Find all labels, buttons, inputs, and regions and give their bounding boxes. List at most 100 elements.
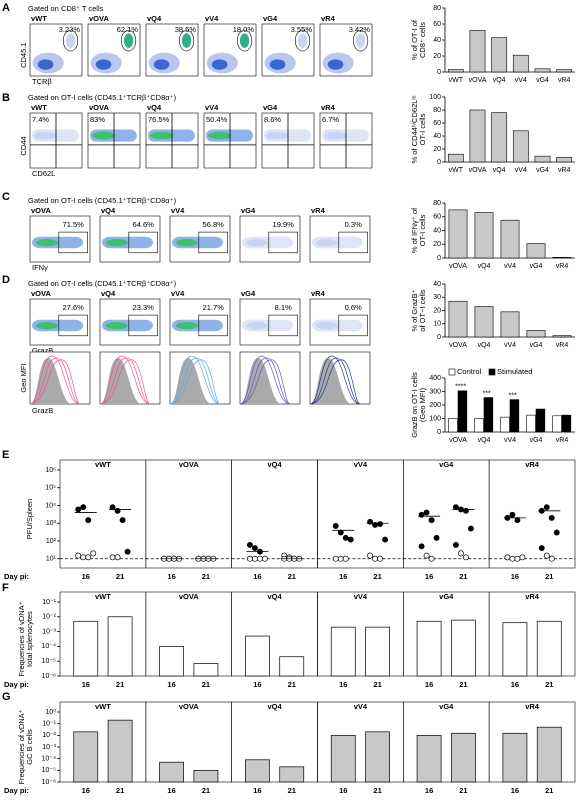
sample-label: vG4 bbox=[241, 206, 256, 215]
bar bbox=[159, 761, 184, 783]
y-axis-title: PFU/Spleen bbox=[25, 499, 34, 539]
gate-percent: 23.3% bbox=[133, 303, 155, 312]
gate bbox=[58, 231, 88, 254]
x-tick-label: 21 bbox=[116, 786, 124, 795]
panel-frame bbox=[403, 591, 490, 677]
cell-cloud bbox=[269, 59, 286, 70]
sample-label: vR4 bbox=[311, 206, 326, 215]
histogram-line bbox=[99, 359, 151, 405]
y-axis-title: % of OT-I of bbox=[410, 19, 419, 60]
y-tick-label: 300 bbox=[429, 388, 441, 395]
panel-title: vWT bbox=[95, 702, 111, 711]
x-tick-label: vOVA bbox=[449, 263, 467, 270]
gate bbox=[178, 29, 195, 52]
cell-cloud bbox=[95, 59, 112, 70]
panel-title: vG4 bbox=[439, 460, 454, 469]
bar bbox=[534, 68, 551, 73]
y-tick-label: 10⁻³ bbox=[42, 628, 56, 635]
data-point bbox=[80, 504, 87, 511]
legend-label: Stimulated bbox=[497, 367, 532, 376]
cell-cloud bbox=[316, 322, 338, 330]
y-tick-label: 60 bbox=[433, 120, 441, 127]
y-axis-title: % of IFNγ⁺ of bbox=[410, 207, 419, 253]
y-axis-title: Frequencies of vDNA⁺ bbox=[17, 601, 26, 676]
y-tick-label: 40 bbox=[433, 133, 441, 140]
x-axis-label: CD62L bbox=[32, 169, 55, 178]
data-point bbox=[423, 552, 430, 559]
x-tick-label: vR4 bbox=[558, 167, 571, 174]
cell-cloud bbox=[245, 322, 268, 330]
histogram-fill bbox=[240, 358, 282, 404]
panel-title: vOVA bbox=[179, 592, 199, 601]
bar bbox=[536, 620, 562, 677]
y-axis-title: CD8⁺ cells bbox=[418, 22, 427, 58]
y-axis-title: % of CD44ʰⁱCD62Lˡᵒ bbox=[410, 95, 419, 163]
x-axis-label: TCRβ bbox=[32, 77, 52, 86]
y-axis-label: Geo MFI bbox=[19, 363, 28, 392]
data-point bbox=[509, 511, 516, 518]
gate-percent: 0.6% bbox=[345, 303, 362, 312]
data-point bbox=[332, 523, 339, 529]
data-point bbox=[467, 525, 474, 532]
bar bbox=[451, 619, 476, 677]
x-tick-label: vG4 bbox=[536, 77, 549, 84]
y-axis-label: CD44 bbox=[19, 136, 28, 155]
gate-percent: 21.7% bbox=[203, 303, 225, 312]
panel-frame bbox=[59, 459, 147, 569]
panel-title: vQ4 bbox=[267, 702, 282, 711]
y-axis-label: CD45.1 bbox=[19, 42, 28, 67]
x-tick-label: 16 bbox=[511, 572, 519, 581]
cell-cloud bbox=[176, 322, 198, 330]
sample-label: vOVA bbox=[31, 289, 51, 298]
data-point bbox=[462, 554, 469, 561]
y-tick-label: 20 bbox=[433, 146, 441, 153]
y-tick-label: 10⁻⁴ bbox=[42, 643, 57, 650]
y-tick-label: 10⁴ bbox=[45, 502, 56, 509]
y-tick-label: 10⁵ bbox=[45, 485, 56, 492]
bar bbox=[509, 399, 520, 433]
y-tick-label: 10⁻⁵ bbox=[42, 767, 56, 774]
gate-percent: 6.7% bbox=[322, 115, 339, 124]
bar bbox=[447, 69, 464, 73]
y-tick-label: 10⁻¹ bbox=[42, 599, 56, 606]
x-tick-label: 16 bbox=[425, 572, 433, 581]
data-point bbox=[256, 555, 263, 562]
bar bbox=[502, 732, 528, 783]
y-tick-label: 10⁻⁵ bbox=[42, 658, 56, 665]
y-axis-title: OT-I cells bbox=[418, 214, 427, 246]
y-axis-title: OT-I cells bbox=[418, 113, 427, 145]
y-tick-label: 10³ bbox=[46, 520, 57, 527]
panel-title: vG4 bbox=[439, 702, 454, 711]
cell-cloud bbox=[65, 33, 76, 48]
y-tick-label: 80 bbox=[433, 200, 441, 207]
bar bbox=[451, 732, 476, 783]
gate-percent: 50.4% bbox=[206, 115, 228, 124]
sample-label: vV4 bbox=[205, 103, 219, 112]
sample-label: vQ4 bbox=[147, 14, 162, 23]
histogram-line bbox=[29, 357, 81, 405]
histogram-line bbox=[239, 357, 291, 405]
x-tick-label: 16 bbox=[253, 786, 261, 795]
data-point bbox=[85, 554, 92, 561]
gate-percent: 3.23% bbox=[59, 25, 81, 34]
x-tick-label: vWT bbox=[449, 167, 464, 174]
data-point bbox=[428, 555, 435, 562]
x-tick-label: 16 bbox=[82, 572, 90, 581]
data-point bbox=[377, 521, 384, 527]
data-point bbox=[382, 536, 389, 543]
data-point bbox=[342, 555, 349, 562]
x-tick-label: vG4 bbox=[530, 342, 543, 349]
bar bbox=[556, 69, 573, 73]
x-tick-label: 21 bbox=[202, 680, 210, 689]
y-tick-label: 10² bbox=[46, 538, 57, 545]
gate-percent: 8.1% bbox=[275, 303, 292, 312]
gate-percent: 76.5% bbox=[148, 115, 170, 124]
y-tick-label: 100 bbox=[429, 415, 441, 422]
y-tick-label: 10⁻¹ bbox=[42, 721, 56, 728]
x-tick-label: vV4 bbox=[504, 342, 516, 349]
bar bbox=[193, 663, 219, 677]
x-tick-label: 16 bbox=[425, 680, 433, 689]
panel-letter: B bbox=[2, 92, 10, 104]
bar bbox=[159, 646, 184, 677]
bar bbox=[512, 54, 529, 73]
